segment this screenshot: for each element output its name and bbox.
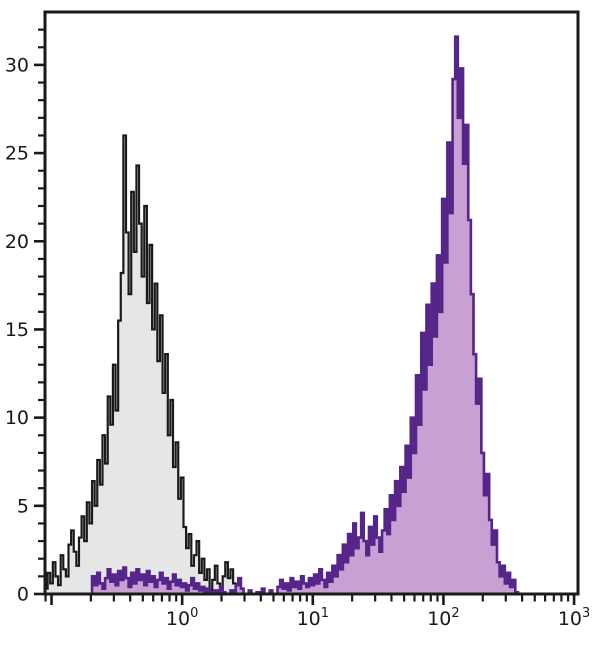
y-tick-label: 0 bbox=[17, 584, 29, 606]
y-tick-label: 10 bbox=[5, 407, 29, 429]
y-tick-label: 30 bbox=[5, 54, 29, 76]
series-fill-unstained-control bbox=[45, 135, 241, 594]
plot-frame bbox=[43, 10, 580, 596]
y-tick-label: 5 bbox=[17, 495, 29, 517]
series-line-stained-sample bbox=[90, 35, 520, 596]
x-tick-label: 101 bbox=[297, 606, 329, 630]
y-tick-label: 15 bbox=[5, 319, 29, 341]
x-tick-label: 100 bbox=[166, 606, 198, 630]
series-line-unstained-control bbox=[43, 134, 241, 596]
x-tick-label: 102 bbox=[427, 606, 459, 630]
x-tick-label: 103 bbox=[558, 606, 590, 630]
y-tick-label: 25 bbox=[5, 143, 29, 165]
y-tick-label: 20 bbox=[5, 231, 29, 253]
